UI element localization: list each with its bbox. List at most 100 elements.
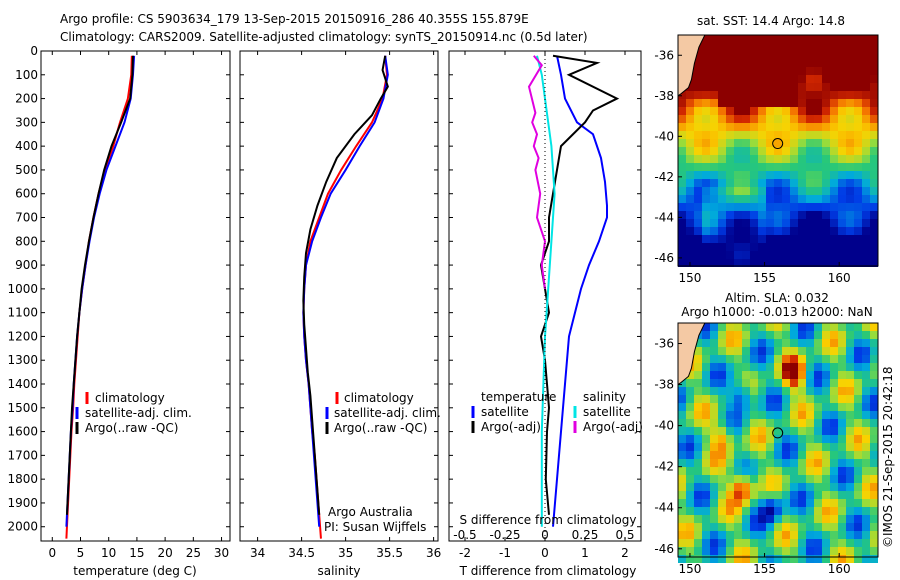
map-cell (806, 403, 814, 411)
map-cell (870, 443, 878, 451)
map-cell (846, 507, 854, 515)
x-tick-label: 0 (541, 546, 549, 560)
map-cell (750, 163, 758, 171)
map-cell (718, 51, 726, 59)
map-cell (718, 347, 726, 355)
map-cell (710, 347, 718, 355)
map-cell (798, 379, 806, 387)
map-cell (806, 419, 814, 427)
map-cell (822, 443, 830, 451)
map-cell (814, 523, 822, 531)
map-cell (790, 419, 798, 427)
map-cell (790, 123, 798, 131)
map-cell (830, 147, 838, 155)
map-cell (790, 83, 798, 91)
map-cell (838, 443, 846, 451)
map-cell (774, 443, 782, 451)
map-cell (846, 483, 854, 491)
map-cell (702, 467, 710, 475)
map-cell (718, 131, 726, 139)
map-cell (822, 451, 830, 459)
map-cell (838, 123, 846, 131)
map-cell (854, 227, 862, 235)
map-cell (734, 363, 742, 371)
map-cell (686, 131, 694, 139)
map-cell (734, 475, 742, 483)
map-cell (814, 211, 822, 219)
map-cell (694, 179, 702, 187)
map-cell (798, 115, 806, 123)
map-cell (726, 355, 734, 363)
map-cell (798, 443, 806, 451)
map-cell (862, 195, 870, 203)
map-cell (838, 75, 846, 83)
map-cell (686, 195, 694, 203)
map-cell (782, 51, 790, 59)
map-cell (870, 107, 878, 115)
map-cell (790, 467, 798, 475)
map-cell (694, 499, 702, 507)
map-cell (750, 203, 758, 211)
map-cell (734, 115, 742, 123)
map-cell (798, 419, 806, 427)
map-cell (750, 91, 758, 99)
map-cell (702, 35, 710, 43)
map-cell (694, 203, 702, 211)
map-cell (782, 227, 790, 235)
map-cell (686, 555, 694, 563)
map-cell (702, 251, 710, 259)
map-cell (782, 251, 790, 259)
x-tick-label: 15 (129, 546, 144, 560)
map-cell (702, 67, 710, 75)
map-cell (862, 467, 870, 475)
y-tick-label: 1700 (7, 448, 38, 462)
map-cell (758, 467, 766, 475)
map-cell (678, 411, 686, 419)
map-cell (678, 243, 686, 251)
map-cell (854, 555, 862, 563)
map-cell (702, 555, 710, 563)
map-y-tick-label: -46 (654, 542, 674, 556)
map-cell (774, 59, 782, 67)
map-cell (726, 459, 734, 467)
map-cell (782, 363, 790, 371)
map-cell (806, 123, 814, 131)
map-y-tick-label: -36 (654, 48, 674, 62)
map-cell (726, 179, 734, 187)
map-cell (854, 139, 862, 147)
map-cell (870, 547, 878, 555)
map-cell (766, 531, 774, 539)
map-cell (678, 219, 686, 227)
y-tick-label: 600 (15, 187, 38, 201)
map-cell (686, 443, 694, 451)
map-cell (870, 499, 878, 507)
map-cell (742, 419, 750, 427)
map-cell (822, 187, 830, 195)
map-cell (774, 243, 782, 251)
map-y-tick-label: -44 (654, 501, 674, 515)
map-cell (686, 163, 694, 171)
map-cell (758, 379, 766, 387)
map-cell (790, 179, 798, 187)
map-cell (758, 179, 766, 187)
map-cell (838, 107, 846, 115)
map-cell (806, 91, 814, 99)
map-cell (678, 523, 686, 531)
map-cell (686, 203, 694, 211)
map-cell (758, 459, 766, 467)
map-cell (758, 539, 766, 547)
map-cell (790, 67, 798, 75)
map-cell (854, 499, 862, 507)
map-cell (806, 35, 814, 43)
map-cell (806, 379, 814, 387)
map-cell (822, 83, 830, 91)
map-cell (774, 187, 782, 195)
map-cell (822, 355, 830, 363)
map-cell (798, 195, 806, 203)
map-cell (870, 195, 878, 203)
map-cell (678, 227, 686, 235)
map-cell (846, 491, 854, 499)
map-cell (846, 459, 854, 467)
map-cell (710, 323, 718, 331)
map-cell (854, 531, 862, 539)
